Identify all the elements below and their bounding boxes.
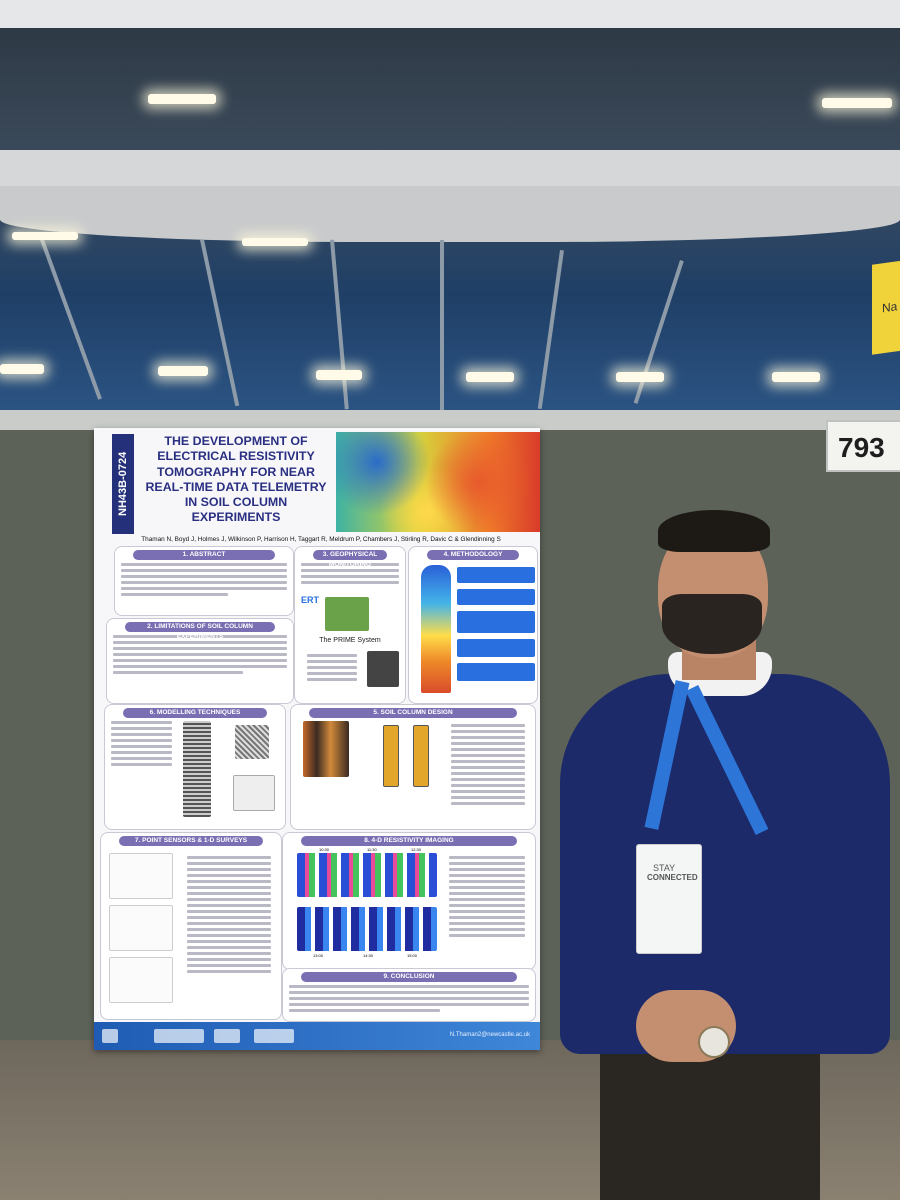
model-plot-figure — [233, 775, 275, 811]
conclusion-heading: 9. CONCLUSION — [301, 972, 517, 982]
poster-id: NH43B-0724 — [112, 434, 134, 534]
prime-device-photo — [367, 651, 399, 687]
poster-authors: Thaman N, Boyd J, Holmes J, Wilkinson P,… — [141, 536, 501, 543]
soil-column-heading: 5. SOIL COLUMN DESIGN — [309, 708, 517, 718]
presenter: STAY CONNECTED — [560, 510, 900, 1200]
sensor-chart-3 — [109, 957, 173, 1003]
partner-logo — [214, 1029, 240, 1043]
ceiling-light — [772, 372, 820, 382]
ceiling-light — [148, 94, 216, 104]
modelling-heading: 6. MODELLING TECHNIQUES — [123, 708, 267, 718]
poster-title: THE DEVELOPMENT OF ELECTRICAL RESISTIVIT… — [145, 434, 327, 525]
ceiling-light — [316, 370, 362, 380]
poster-footer: N.Thaman2@newcastle.ac.uk — [94, 1022, 540, 1050]
method-step — [457, 663, 535, 681]
geophysical-panel: 3. GEOPHYSICAL MONITORING ERT The PRIME … — [294, 546, 406, 704]
wall-top-rail — [0, 410, 900, 430]
yellow-hanging-flag: Na — [872, 259, 900, 355]
column-diagram-a — [383, 725, 399, 787]
column-diagram-b — [413, 725, 429, 787]
soil-column-photo — [303, 721, 349, 777]
ceiling-light — [822, 98, 892, 108]
presenter-hair — [658, 510, 770, 552]
limitations-heading: 2. LIMITATIONS OF SOIL COLUMN EXPERIMENT… — [125, 622, 275, 640]
resistivity-mesh-image — [336, 432, 540, 532]
point-sensors-panel: 7. POINT SENSORS & 1-D SURVEYS — [100, 832, 282, 1020]
prime-system-label: The PRIME System — [319, 637, 381, 644]
abstract-panel: 1. ABSTRACT — [114, 546, 294, 616]
abstract-heading: 1. ABSTRACT — [133, 550, 275, 560]
point-sensors-heading: 7. POINT SENSORS & 1-D SURVEYS — [119, 836, 263, 846]
university-logo — [102, 1029, 118, 1043]
ert-label: ERT — [301, 595, 319, 605]
mesh-detail-figure — [235, 725, 269, 759]
mesh-column-figure — [183, 721, 211, 817]
method-step — [457, 567, 535, 583]
soil-column-panel: 5. SOIL COLUMN DESIGN — [290, 704, 536, 830]
badge-text: CONNECTED — [647, 873, 698, 882]
booth-number-sign: 793 — [826, 420, 900, 472]
ceiling-light — [242, 238, 308, 246]
ceiling-light — [616, 372, 664, 382]
partner-logo — [254, 1029, 294, 1043]
resistivity-image-row-2 — [297, 907, 437, 951]
geophysical-heading: 3. GEOPHYSICAL MONITORING — [313, 550, 387, 568]
modelling-panel: 6. MODELLING TECHNIQUES — [104, 704, 286, 830]
contact-email: N.Thaman2@newcastle.ac.uk — [449, 1032, 530, 1038]
methodology-heading: 4. METHODOLOGY — [427, 550, 519, 560]
imaging-panel: 8. 4-D RESISTIVITY IMAGING 10:30 11:30 1… — [282, 832, 536, 970]
ceiling-light — [158, 366, 208, 376]
limitations-panel: 2. LIMITATIONS OF SOIL COLUMN EXPERIMENT… — [106, 618, 294, 704]
presenter-sweater — [560, 674, 890, 1054]
sensor-chart-2 — [109, 905, 173, 951]
methodology-panel: 4. METHODOLOGY — [408, 546, 538, 704]
time-label: 11:30 — [367, 847, 377, 852]
time-label: 10:30 — [319, 847, 330, 852]
ert-map-figure — [325, 597, 369, 631]
time-label: 14:30 — [363, 953, 374, 958]
method-step — [457, 639, 535, 657]
time-label: 12:30 — [411, 847, 422, 852]
sensor-chart-1 — [109, 853, 173, 899]
method-step — [457, 611, 535, 633]
ceiling-light — [12, 232, 78, 240]
wristwatch — [698, 1026, 730, 1058]
resistivity-image-row-1 — [297, 853, 437, 897]
partner-logo — [154, 1029, 204, 1043]
research-poster: NH43B-0724 THE DEVELOPMENT OF ELECTRICAL… — [94, 428, 540, 1050]
exhibition-hall-ceiling — [0, 0, 900, 420]
ceiling-light — [0, 364, 44, 374]
imaging-heading: 8. 4-D RESISTIVITY IMAGING — [301, 836, 517, 846]
time-label: 13:00 — [313, 953, 324, 958]
presenter-beard — [662, 594, 762, 654]
time-label: 15:00 — [407, 953, 418, 958]
name-badge: STAY CONNECTED — [636, 844, 702, 954]
method-step — [457, 589, 535, 605]
ert-column-profile — [421, 565, 451, 693]
conclusion-panel: 9. CONCLUSION — [282, 968, 536, 1022]
ceiling-light — [466, 372, 514, 382]
badge-text: STAY — [653, 863, 676, 873]
